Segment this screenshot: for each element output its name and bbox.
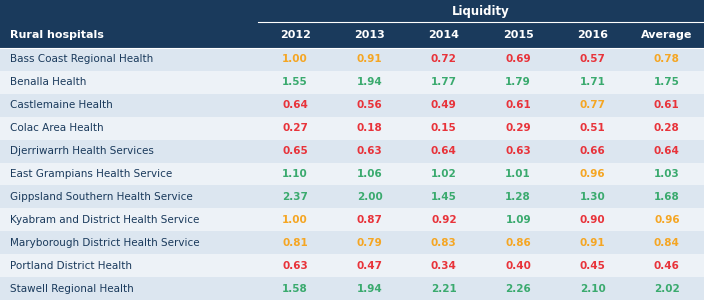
Text: 1.71: 1.71	[579, 77, 605, 87]
Text: 0.56: 0.56	[357, 100, 382, 110]
Text: Benalla Health: Benalla Health	[10, 77, 87, 87]
Text: Bass Coast Regional Health: Bass Coast Regional Health	[10, 55, 153, 64]
Text: 0.72: 0.72	[431, 55, 457, 64]
Text: 0.49: 0.49	[431, 100, 457, 110]
Text: 0.64: 0.64	[282, 100, 308, 110]
Text: 1.45: 1.45	[431, 192, 457, 202]
Bar	[0, 231, 704, 254]
Text: Liquidity: Liquidity	[452, 4, 510, 17]
Text: 0.18: 0.18	[357, 123, 382, 133]
Text: East Grampians Health Service: East Grampians Health Service	[10, 169, 172, 179]
Text: 1.30: 1.30	[579, 192, 605, 202]
Text: 2016: 2016	[577, 30, 608, 40]
Text: 0.63: 0.63	[505, 146, 531, 156]
Text: 0.64: 0.64	[431, 146, 457, 156]
Text: 1.94: 1.94	[357, 77, 382, 87]
Text: Colac Area Health: Colac Area Health	[10, 123, 103, 133]
Text: 0.29: 0.29	[505, 123, 531, 133]
Text: 0.15: 0.15	[431, 123, 457, 133]
Text: 2.10: 2.10	[579, 284, 605, 293]
Text: 2.26: 2.26	[505, 284, 531, 293]
Text: Maryborough District Health Service: Maryborough District Health Service	[10, 238, 200, 248]
Text: 0.91: 0.91	[579, 238, 605, 248]
Bar	[0, 117, 704, 140]
Text: 1.68: 1.68	[654, 192, 679, 202]
Text: 0.27: 0.27	[282, 123, 308, 133]
Text: 0.61: 0.61	[654, 100, 679, 110]
Text: 0.34: 0.34	[431, 261, 457, 271]
Text: 0.66: 0.66	[579, 146, 605, 156]
Text: 0.86: 0.86	[505, 238, 531, 248]
Text: 1.10: 1.10	[282, 169, 308, 179]
Bar	[0, 163, 704, 185]
Text: 0.65: 0.65	[282, 146, 308, 156]
Text: 2.37: 2.37	[282, 192, 308, 202]
Text: Djerriwarrh Health Services: Djerriwarrh Health Services	[10, 146, 154, 156]
Bar	[0, 277, 704, 300]
Text: 0.45: 0.45	[579, 261, 605, 271]
Bar	[0, 254, 704, 277]
Text: 0.78: 0.78	[654, 55, 680, 64]
Bar	[0, 0, 704, 22]
Text: 0.96: 0.96	[579, 169, 605, 179]
Text: 1.00: 1.00	[282, 215, 308, 225]
Text: 0.83: 0.83	[431, 238, 457, 248]
Text: 1.09: 1.09	[505, 215, 531, 225]
Text: 1.06: 1.06	[357, 169, 382, 179]
Text: 0.63: 0.63	[357, 146, 382, 156]
Text: 2.00: 2.00	[357, 192, 382, 202]
Text: 0.90: 0.90	[579, 215, 605, 225]
Text: Stawell Regional Health: Stawell Regional Health	[10, 284, 134, 293]
Text: 1.55: 1.55	[282, 77, 308, 87]
Text: 2.02: 2.02	[654, 284, 679, 293]
Text: 1.77: 1.77	[431, 77, 457, 87]
Text: 0.81: 0.81	[282, 238, 308, 248]
Text: 0.40: 0.40	[505, 261, 531, 271]
Bar	[0, 94, 704, 117]
Bar	[0, 185, 704, 208]
Text: 1.01: 1.01	[505, 169, 531, 179]
Text: 2012: 2012	[279, 30, 310, 40]
Text: 1.75: 1.75	[654, 77, 680, 87]
Text: 0.96: 0.96	[654, 215, 679, 225]
Text: 1.94: 1.94	[357, 284, 382, 293]
Text: Castlemaine Health: Castlemaine Health	[10, 100, 113, 110]
Text: 2014: 2014	[428, 30, 459, 40]
Text: 0.57: 0.57	[579, 55, 605, 64]
Text: Portland District Health: Portland District Health	[10, 261, 132, 271]
Text: 0.69: 0.69	[505, 55, 531, 64]
Text: 1.00: 1.00	[282, 55, 308, 64]
Text: Kyabram and District Health Service: Kyabram and District Health Service	[10, 215, 199, 225]
Text: Rural hospitals: Rural hospitals	[10, 30, 104, 40]
Text: 0.91: 0.91	[357, 55, 382, 64]
Text: 1.58: 1.58	[282, 284, 308, 293]
Text: Gippsland Southern Health Service: Gippsland Southern Health Service	[10, 192, 193, 202]
Text: 0.47: 0.47	[356, 261, 382, 271]
Text: 0.46: 0.46	[654, 261, 680, 271]
Text: 0.28: 0.28	[654, 123, 679, 133]
Text: 0.64: 0.64	[654, 146, 680, 156]
Text: 0.84: 0.84	[654, 238, 680, 248]
Text: 0.92: 0.92	[431, 215, 457, 225]
Bar	[0, 71, 704, 94]
Text: 2015: 2015	[503, 30, 534, 40]
Text: 0.77: 0.77	[579, 100, 605, 110]
Text: 0.61: 0.61	[505, 100, 531, 110]
Text: Average: Average	[641, 30, 693, 40]
Text: 1.02: 1.02	[431, 169, 457, 179]
Text: 0.79: 0.79	[357, 238, 382, 248]
Text: 1.03: 1.03	[654, 169, 679, 179]
Text: 1.28: 1.28	[505, 192, 531, 202]
Text: 2013: 2013	[354, 30, 385, 40]
Text: 0.51: 0.51	[579, 123, 605, 133]
Text: 0.63: 0.63	[282, 261, 308, 271]
Text: 2.21: 2.21	[431, 284, 457, 293]
Text: 1.79: 1.79	[505, 77, 531, 87]
Bar	[0, 48, 704, 71]
Bar	[0, 140, 704, 163]
Bar	[0, 22, 704, 48]
Bar	[0, 208, 704, 231]
Text: 0.87: 0.87	[356, 215, 382, 225]
